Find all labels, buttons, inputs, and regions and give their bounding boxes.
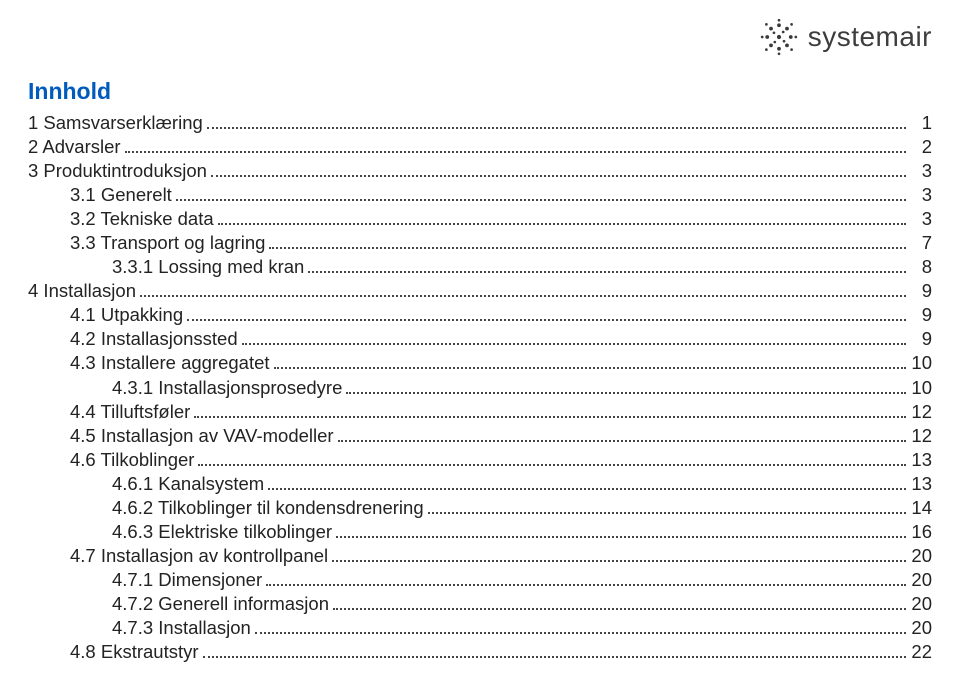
toc-leader [211, 160, 906, 177]
toc-entry-page: 12 [910, 424, 932, 448]
toc-entry-page: 1 [910, 111, 932, 135]
toc-leader [274, 353, 906, 370]
toc-leader [428, 497, 906, 514]
toc-entry-label: 4.7.1 Dimensjoner [112, 568, 262, 592]
toc-leader [207, 112, 906, 129]
toc-entry-page: 10 [910, 376, 932, 400]
toc-row: 3.3.1 Lossing med kran 8 [28, 255, 932, 279]
toc-row: 4.7.2 Generell informasjon 20 [28, 592, 932, 616]
toc-entry-page: 9 [910, 327, 932, 351]
toc-leader [125, 136, 906, 153]
toc-entry-page: 12 [910, 400, 932, 424]
toc-entry-page: 20 [910, 616, 932, 640]
toc-leader [336, 521, 906, 538]
toc-leader [333, 593, 906, 610]
toc-entry-label: 4.3 Installere aggregatet [70, 351, 270, 375]
toc-leader [308, 257, 906, 274]
toc-entry-page: 16 [910, 520, 932, 544]
toc-entry-page: 3 [910, 159, 932, 183]
page-title: Innhold [28, 78, 932, 105]
toc-row: 4.6 Tilkoblinger 13 [28, 448, 932, 472]
toc-row: 2 Advarsler 2 [28, 135, 932, 159]
toc-entry-page: 13 [910, 448, 932, 472]
toc-leader [255, 617, 906, 634]
toc-row: 4.3 Installere aggregatet 10 [28, 351, 932, 375]
toc-row: 3.2 Tekniske data 3 [28, 207, 932, 231]
toc-leader [338, 425, 906, 442]
toc-entry-page: 20 [910, 592, 932, 616]
toc-entry-page: 14 [910, 496, 932, 520]
toc-entry-label: 4.6.2 Tilkoblinger til kondensdrenering [112, 496, 424, 520]
toc-leader [242, 329, 906, 346]
toc-list: 1 Samsvarserklæring12 Advarsler23 Produk… [28, 111, 932, 664]
toc-leader [266, 569, 906, 586]
toc-leader [176, 185, 906, 202]
toc-entry-page: 20 [910, 568, 932, 592]
toc-entry-label: 4.1 Utpakking [70, 303, 183, 327]
toc-entry-label: 4.8 Ekstrautstyr [70, 640, 199, 664]
toc-row: 4.6.3 Elektriske tilkoblinger 16 [28, 520, 932, 544]
toc-row: 1 Samsvarserklæring 1 [28, 111, 932, 135]
toc-entry-label: 2 Advarsler [28, 135, 121, 159]
toc-entry-page: 20 [910, 544, 932, 568]
toc-entry-label: 3 Produktintroduksjon [28, 159, 207, 183]
toc-entry-page: 8 [910, 255, 932, 279]
toc-entry-page: 7 [910, 231, 932, 255]
toc-row: 4.1 Utpakking 9 [28, 303, 932, 327]
toc-entry-page: 10 [910, 351, 932, 375]
toc-row: 4.4 Tilluftsføler 12 [28, 400, 932, 424]
toc-leader [187, 305, 906, 322]
toc-entry-label: 4.6.3 Elektriske tilkoblinger [112, 520, 332, 544]
toc-entry-page: 3 [910, 207, 932, 231]
toc-entry-label: 4.6.1 Kanalsystem [112, 472, 264, 496]
brand-name: systemair [808, 21, 932, 53]
toc-entry-page: 9 [910, 303, 932, 327]
toc-leader [332, 545, 906, 562]
toc-row: 4.6.2 Tilkoblinger til kondensdrenering 1… [28, 496, 932, 520]
toc-row: 3.1 Generelt 3 [28, 183, 932, 207]
toc-entry-label: 3.1 Generelt [70, 183, 172, 207]
toc-entry-label: 4.5 Installasjon av VAV-modeller [70, 424, 334, 448]
toc-leader [198, 449, 906, 466]
toc-row: 3.3 Transport og lagring 7 [28, 231, 932, 255]
toc-row: 4.7.1 Dimensjoner 20 [28, 568, 932, 592]
toc-entry-label: 4.2 Installasjonssted [70, 327, 238, 351]
toc-leader [218, 209, 906, 226]
toc-row: 4.7 Installasjon av kontrollpanel 20 [28, 544, 932, 568]
toc-entry-label: 3.3.1 Lossing med kran [112, 255, 304, 279]
toc-leader [140, 281, 906, 298]
toc-leader [268, 473, 906, 490]
toc-row: 4.8 Ekstrautstyr 22 [28, 640, 932, 664]
toc-row: 4.2 Installasjonssted 9 [28, 327, 932, 351]
toc-entry-label: 1 Samsvarserklæring [28, 111, 203, 135]
toc-row: 4.3.1 Installasjonsprosedyre 10 [28, 376, 932, 400]
toc-entry-label: 3.3 Transport og lagring [70, 231, 265, 255]
toc-entry-label: 4.3.1 Installasjonsprosedyre [112, 376, 342, 400]
toc-row: 4.7.3 Installasjon 20 [28, 616, 932, 640]
toc-row: 3 Produktintroduksjon 3 [28, 159, 932, 183]
brand-header: systemair [758, 16, 932, 58]
toc-entry-page: 13 [910, 472, 932, 496]
toc-entry-page: 9 [910, 279, 932, 303]
toc-leader [194, 401, 906, 418]
toc-leader [203, 641, 906, 658]
toc-entry-label: 3.2 Tekniske data [70, 207, 214, 231]
toc-container: Innhold 1 Samsvarserklæring12 Advarsler2… [28, 78, 932, 664]
toc-row: 4.5 Installasjon av VAV-modeller 12 [28, 424, 932, 448]
toc-leader [269, 233, 906, 250]
toc-entry-page: 3 [910, 183, 932, 207]
toc-entry-label: 4.7.3 Installasjon [112, 616, 251, 640]
toc-entry-label: 4.4 Tilluftsføler [70, 400, 190, 424]
toc-leader [346, 377, 906, 394]
toc-entry-page: 2 [910, 135, 932, 159]
brand-logo-icon [758, 16, 800, 58]
toc-entry-label: 4.7 Installasjon av kontrollpanel [70, 544, 328, 568]
toc-entry-label: 4 Installasjon [28, 279, 136, 303]
toc-entry-label: 4.6 Tilkoblinger [70, 448, 194, 472]
toc-row: 4.6.1 Kanalsystem 13 [28, 472, 932, 496]
toc-entry-page: 22 [910, 640, 932, 664]
toc-row: 4 Installasjon 9 [28, 279, 932, 303]
toc-entry-label: 4.7.2 Generell informasjon [112, 592, 329, 616]
